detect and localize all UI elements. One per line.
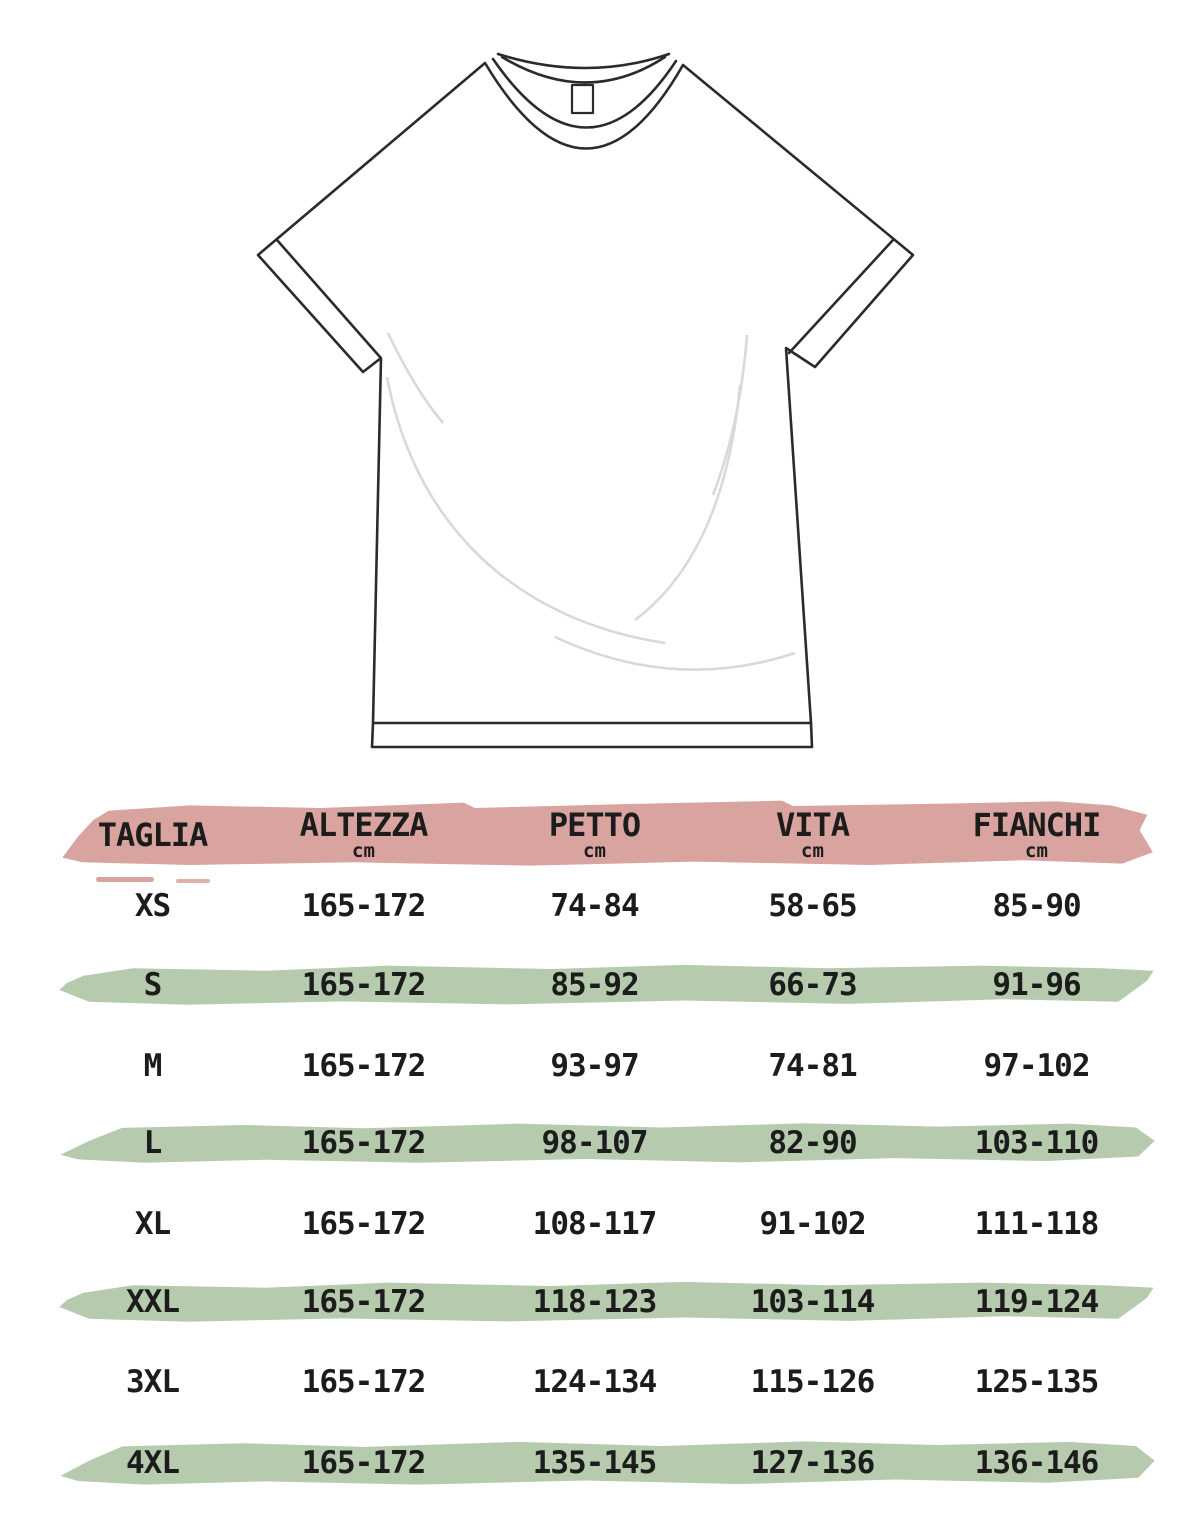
cell-petto: 135-145 (532, 1445, 658, 1481)
cell-fianchi: 125-135 (974, 1364, 1100, 1400)
table-row-xs: XS 165-172 74-84 58-65 85-90 (60, 885, 1155, 927)
table-row-m: M 165-172 93-97 74-81 97-102 (60, 1045, 1155, 1087)
column-unit-label: cm (1025, 839, 1048, 862)
tshirt-body-outline (256, 61, 915, 749)
cell-altezza: 165-172 (301, 1206, 427, 1242)
row-highlight-brush-stroke (60, 1123, 1155, 1163)
column-header-petto: PETTO cm (482, 807, 707, 861)
column-header-vita: VITA cm (707, 807, 918, 861)
cell-altezza: 165-172 (301, 967, 427, 1003)
row-highlight-brush-stroke (59, 1281, 1154, 1322)
brush-speck (176, 879, 210, 883)
cell-vita: 103-114 (750, 1284, 876, 1320)
cell-vita: 66-73 (768, 967, 857, 1003)
column-header-label: FIANCHI (972, 805, 1102, 844)
fabric-crease-lines (385, 332, 796, 671)
collar-inner-curve (491, 57, 678, 129)
left-cuff-band-line (275, 238, 382, 359)
table-header-row: TAGLIA ALTEZZA cm PETTO cm VITA cm FIANC… (60, 800, 1155, 867)
cell-petto: 118-123 (532, 1284, 658, 1320)
cell-fianchi: 103-110 (974, 1125, 1100, 1161)
table-row-3xl: 3XL 165-172 124-134 115-126 125-135 (60, 1361, 1155, 1403)
cell-petto: 93-97 (550, 1048, 639, 1084)
cell-altezza: 165-172 (301, 1284, 427, 1320)
cell-size: L (143, 1125, 163, 1161)
cell-altezza: 165-172 (301, 1445, 427, 1481)
column-unit-label: cm (583, 839, 606, 862)
header-brush-stroke (62, 800, 1153, 866)
neck-label-tag (570, 83, 595, 115)
row-highlight-brush-stroke (59, 964, 1154, 1005)
column-unit-label: cm (801, 839, 824, 862)
cell-vita: 58-65 (768, 888, 857, 924)
cell-vita: 91-102 (759, 1206, 867, 1242)
cell-vita: 74-81 (768, 1048, 857, 1084)
column-header-label: PETTO (548, 805, 641, 844)
column-header-altezza: ALTEZZA cm (245, 807, 482, 861)
cell-fianchi: 136-146 (974, 1445, 1100, 1481)
cell-petto: 98-107 (541, 1125, 649, 1161)
cell-fianchi: 119-124 (974, 1284, 1100, 1320)
table-row-l: L 165-172 98-107 82-90 103-110 (60, 1122, 1155, 1164)
collar-back-bottom-curve (500, 55, 667, 84)
cell-petto: 124-134 (532, 1364, 658, 1400)
table-row-s: S 165-172 85-92 66-73 91-96 (59, 964, 1155, 1006)
cell-altezza: 165-172 (301, 1048, 427, 1084)
cell-vita: 82-90 (768, 1125, 857, 1161)
cell-altezza: 165-172 (301, 888, 427, 924)
cell-vita: 127-136 (750, 1445, 876, 1481)
cell-size: XL (134, 1206, 171, 1242)
table-row-xl: XL 165-172 108-117 91-102 111-118 (60, 1203, 1155, 1245)
cell-fianchi: 91-96 (992, 967, 1081, 1003)
column-header-label: ALTEZZA (299, 805, 429, 844)
row-highlight-brush-stroke (60, 1441, 1155, 1485)
cell-fianchi: 111-118 (974, 1206, 1100, 1242)
cell-fianchi: 85-90 (992, 888, 1081, 924)
cell-size: S (143, 967, 163, 1003)
cell-altezza: 165-172 (301, 1125, 427, 1161)
table-row-4xl: 4XL 165-172 135-145 127-136 136-146 (60, 1440, 1155, 1486)
cell-size: 3XL (126, 1364, 180, 1400)
column-unit-label: cm (352, 839, 375, 862)
column-header-taglia: TAGLIA (60, 817, 245, 851)
table-row-xxl: XXL 165-172 118-123 103-114 119-124 (59, 1281, 1155, 1323)
cell-size: XXL (126, 1284, 180, 1320)
cell-petto: 74-84 (550, 888, 639, 924)
tshirt-front-drawing (256, 52, 915, 749)
collar-back-top-curve (496, 52, 671, 70)
cell-petto: 108-117 (532, 1206, 658, 1242)
cell-size: M (143, 1048, 163, 1084)
cell-size: XS (134, 888, 171, 924)
cell-altezza: 165-172 (301, 1364, 427, 1400)
cell-vita: 115-126 (750, 1364, 876, 1400)
cell-size: 4XL (126, 1445, 180, 1481)
cell-petto: 85-92 (550, 967, 639, 1003)
column-header-fianchi: FIANCHI cm (918, 807, 1155, 861)
cell-fianchi: 97-102 (983, 1048, 1091, 1084)
column-header-label: TAGLIA (97, 815, 209, 854)
brush-speck (96, 877, 154, 882)
column-header-label: VITA (775, 805, 850, 844)
right-cuff-band-line (787, 238, 895, 355)
